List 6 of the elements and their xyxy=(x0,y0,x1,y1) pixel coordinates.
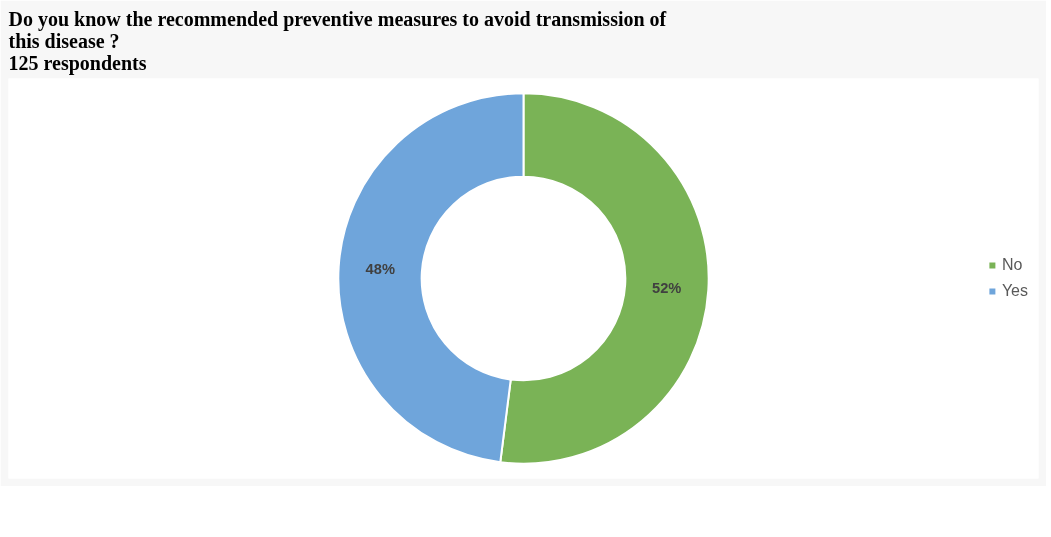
text: 125 respondents xyxy=(8,51,147,75)
chart-title: Do you know the recommended preventive measures to avoid transmission of this disease ? xyxy=(8,7,667,52)
legend-label: No xyxy=(1001,256,1023,274)
legend-label: Yes xyxy=(1001,282,1028,300)
data-label: 52% xyxy=(652,279,682,296)
data-label: 48% xyxy=(365,261,395,278)
